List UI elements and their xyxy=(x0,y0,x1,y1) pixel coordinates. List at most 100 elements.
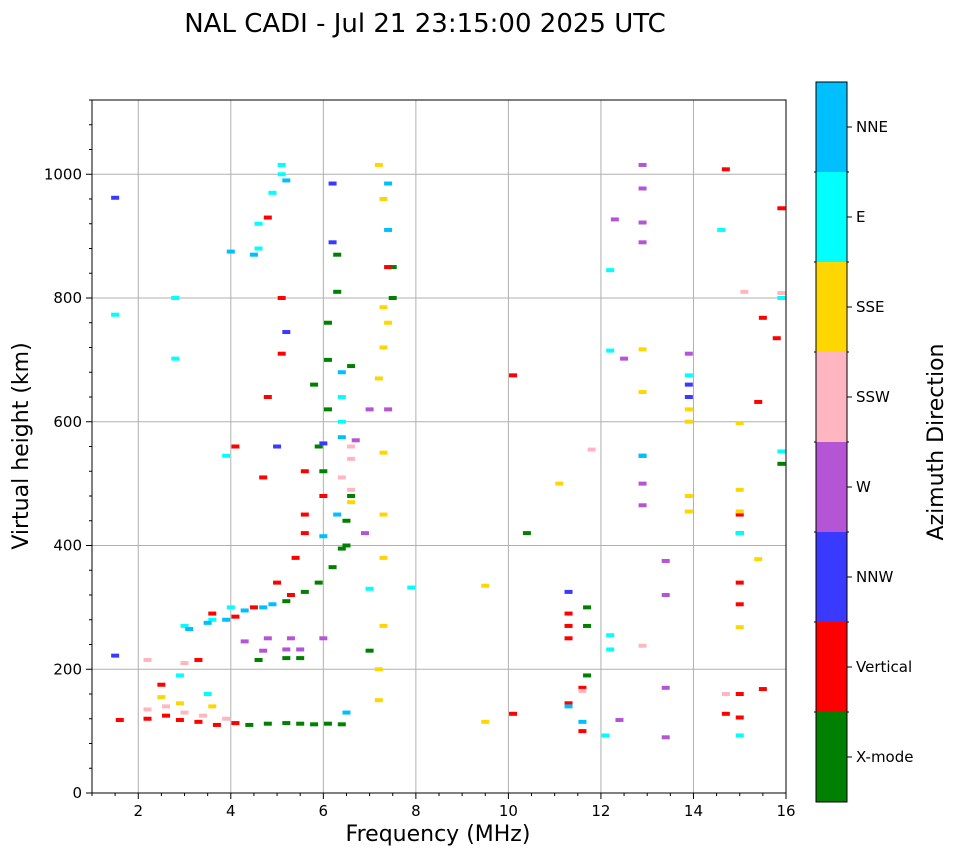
data-point-w xyxy=(638,186,647,191)
data-point-e xyxy=(277,172,286,177)
data-point-x-mode xyxy=(388,296,397,300)
data-point-nne xyxy=(268,602,277,607)
data-point-e xyxy=(735,733,744,738)
data-point-w xyxy=(384,407,393,412)
data-point-x-mode xyxy=(296,721,305,726)
data-point-e xyxy=(208,617,217,622)
data-point-x-mode xyxy=(319,469,328,474)
data-point-w xyxy=(620,356,629,361)
data-point-x-mode xyxy=(314,444,323,449)
data-point-vertical xyxy=(509,711,518,716)
data-point-nne xyxy=(185,627,194,632)
colorbar-segment xyxy=(816,172,847,262)
y-tick-label: 200 xyxy=(53,660,82,678)
data-point-e xyxy=(601,733,610,738)
data-point-vertical xyxy=(758,687,767,692)
data-point-vertical xyxy=(754,399,763,404)
data-point-w xyxy=(615,717,624,722)
colorbar-segment xyxy=(816,532,847,622)
data-point-x-mode xyxy=(282,656,291,661)
data-point-vertical xyxy=(273,580,282,585)
data-point-w xyxy=(661,685,670,690)
data-point-nne xyxy=(282,178,291,183)
data-point-nne xyxy=(259,605,268,610)
data-point-sse xyxy=(157,695,166,700)
data-point-x-mode xyxy=(333,252,342,257)
data-point-nne xyxy=(337,435,346,440)
data-point-nne xyxy=(240,608,249,613)
data-point-vertical xyxy=(735,512,744,517)
colorbar-segment xyxy=(816,442,847,532)
data-point-nnw xyxy=(282,330,291,335)
data-point-e xyxy=(203,692,212,696)
data-point-sse xyxy=(735,487,744,492)
x-tick-label: 6 xyxy=(319,802,329,820)
data-point-vertical xyxy=(721,711,730,716)
data-point-sse xyxy=(374,162,383,167)
data-point-e xyxy=(606,268,615,273)
data-point-x-mode xyxy=(323,407,332,412)
data-point-vertical xyxy=(143,716,152,721)
data-point-sse xyxy=(735,420,744,425)
data-point-vertical xyxy=(259,475,268,480)
data-point-e xyxy=(777,449,786,454)
data-point-sse xyxy=(684,407,693,412)
data-point-ssw xyxy=(199,713,208,718)
y-tick-label: 1000 xyxy=(44,165,82,183)
data-point-vertical xyxy=(564,611,573,616)
data-point-ssw xyxy=(777,291,786,296)
data-point-e xyxy=(606,647,615,652)
data-point-sse xyxy=(374,376,383,381)
colorbar-tick-label: Vertical xyxy=(856,658,912,676)
data-point-nnw xyxy=(273,444,282,449)
y-tick-label: 600 xyxy=(53,413,82,431)
data-point-w xyxy=(296,647,305,652)
data-point-nnw xyxy=(111,653,120,658)
data-point-vertical xyxy=(231,614,240,619)
data-point-ssw xyxy=(638,643,647,648)
data-points xyxy=(111,162,786,740)
data-point-vertical xyxy=(509,373,518,378)
data-point-e xyxy=(254,246,263,251)
data-point-x-mode xyxy=(254,657,263,662)
data-point-x-mode xyxy=(323,721,332,726)
data-point-vertical xyxy=(777,206,786,211)
data-point-vertical xyxy=(735,692,744,696)
data-point-nnw xyxy=(328,240,337,245)
data-point-vertical xyxy=(175,717,184,722)
data-point-sse xyxy=(374,698,383,703)
colorbar-tick-label: NNW xyxy=(856,568,893,586)
colorbar-tick-label: SSE xyxy=(856,298,885,316)
grid-lines xyxy=(92,100,787,794)
colorbar-frame xyxy=(815,81,848,803)
data-point-nnw xyxy=(328,181,337,186)
data-point-sse xyxy=(379,555,388,560)
data-point-sse xyxy=(481,719,490,724)
data-point-x-mode xyxy=(337,546,346,551)
data-point-sse xyxy=(735,509,744,514)
data-point-sse xyxy=(379,305,388,310)
data-point-nne xyxy=(564,704,573,709)
data-point-x-mode xyxy=(296,656,305,661)
data-point-x-mode xyxy=(583,605,592,610)
data-point-w xyxy=(638,220,647,225)
colorbar-tick-label: W xyxy=(856,478,871,496)
data-point-sse xyxy=(384,320,393,325)
data-point-nne xyxy=(203,620,212,625)
data-point-x-mode xyxy=(342,543,351,548)
data-point-sse xyxy=(638,347,647,352)
data-point-ssw xyxy=(587,447,596,452)
data-point-e xyxy=(175,673,184,678)
data-point-sse xyxy=(754,557,763,562)
data-point-e xyxy=(337,395,346,399)
data-point-w xyxy=(319,636,328,641)
data-point-sse xyxy=(684,419,693,424)
colorbar-tick-label: NNE xyxy=(856,118,888,136)
data-point-nnw xyxy=(684,395,693,399)
data-point-ssw xyxy=(180,710,189,715)
x-tick-label: 12 xyxy=(591,802,610,820)
data-point-sse xyxy=(735,625,744,630)
data-point-vertical xyxy=(300,512,309,517)
data-point-w xyxy=(638,240,647,245)
data-point-ssw xyxy=(222,716,231,721)
